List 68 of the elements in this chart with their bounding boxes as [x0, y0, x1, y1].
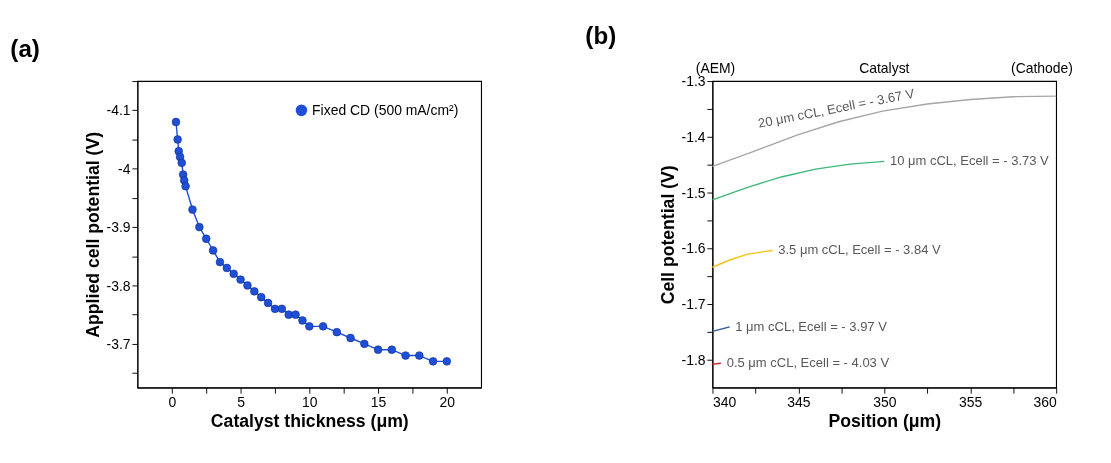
x-tick-label: 5 — [237, 393, 246, 410]
x-tick-label: 0 — [168, 393, 177, 410]
x-tick-label: 355 — [959, 393, 983, 410]
point — [222, 263, 232, 273]
x-tick-label: 350 — [873, 393, 897, 410]
point — [332, 328, 341, 337]
series-label: 3.5 μm cCL, Ecell = - 3.84 V — [778, 242, 942, 258]
text: 20 μm cCL, Ecell = - 3.67 V — [756, 85, 916, 131]
y-tick-label: -3.8 — [106, 277, 131, 294]
point — [428, 357, 438, 366]
x-axis-title: Position (μm) — [828, 411, 942, 432]
point — [270, 304, 280, 313]
chart-title: (a) — [10, 34, 40, 62]
chart-title: (b) — [585, 21, 617, 49]
y-axis-title: Cell potential (V) — [658, 165, 679, 305]
point — [442, 357, 451, 366]
text: (Cathode) — [1010, 59, 1073, 76]
y-tick-label: -4.1 — [106, 102, 131, 119]
x-tick-label: 360 — [1033, 393, 1057, 410]
legend-label: Fixed CD (500 mA/cm²) — [312, 101, 459, 118]
point — [415, 351, 424, 360]
y-tick-label: -3.7 — [106, 335, 131, 352]
point — [373, 345, 383, 354]
point — [401, 351, 410, 360]
y-tick-label: -4 — [118, 160, 131, 177]
point — [250, 287, 259, 296]
point — [291, 310, 300, 319]
x-tick-label: 345 — [787, 393, 811, 410]
y-axis-title: Applied cell potential (V) — [83, 132, 104, 338]
point — [346, 333, 355, 343]
y-tick-label: -1.8 — [681, 351, 706, 368]
point — [215, 257, 225, 267]
point — [236, 275, 245, 284]
point — [202, 234, 211, 243]
point — [229, 269, 238, 278]
point — [257, 292, 266, 302]
x-tick-label: 20 — [439, 393, 456, 410]
x-axis-title: Catalyst thickness (μm) — [210, 411, 409, 432]
series-label: 1 μm cCL, Ecell = - 3.97 V — [735, 318, 888, 334]
series-label: 0.5 μm cCL, Ecell = - 4.03 V — [726, 354, 890, 370]
line-series — [711, 160, 886, 201]
x-tick-label: 15 — [370, 393, 387, 410]
y-tick-label: -3.9 — [106, 219, 131, 236]
point — [177, 158, 186, 167]
point — [387, 345, 396, 354]
point — [173, 135, 182, 144]
y-tick-label: -1.7 — [681, 296, 706, 313]
point — [277, 304, 286, 313]
point — [243, 281, 252, 290]
y-tick-label: -1.5 — [681, 184, 706, 201]
series-label: 10 μm cCL, Ecell = - 3.73 V — [889, 153, 1050, 169]
y-tick-label: -1.6 — [681, 240, 706, 257]
point — [318, 322, 328, 331]
point — [298, 316, 307, 325]
y-tick-label: -1.4 — [681, 128, 706, 145]
line-series — [711, 249, 774, 268]
point — [171, 117, 181, 127]
point — [305, 322, 314, 331]
point — [360, 339, 369, 348]
point — [263, 298, 273, 308]
text: Catalyst — [859, 59, 910, 76]
text: (AEM) — [695, 59, 736, 76]
x-tick-label: 340 — [712, 393, 737, 410]
x-tick-label: 10 — [302, 393, 318, 410]
point — [195, 222, 204, 232]
point — [181, 182, 190, 191]
point — [188, 205, 197, 214]
point — [208, 246, 218, 255]
